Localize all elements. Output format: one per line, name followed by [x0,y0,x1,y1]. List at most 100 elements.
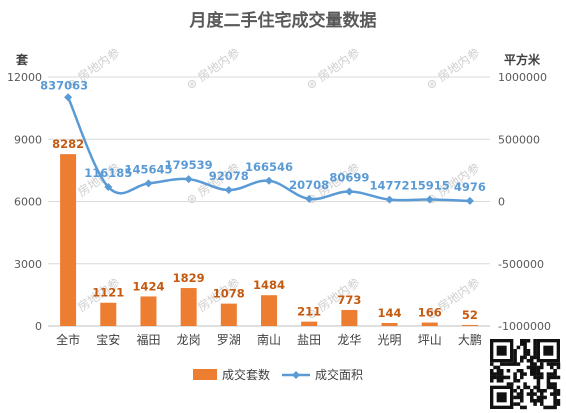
qr-module [553,399,557,403]
qr-module [523,349,527,353]
qr-module [543,389,547,393]
qr-module [550,382,554,386]
category-label: 福田 [136,332,160,347]
qr-module [520,369,524,373]
qr-module [536,365,541,370]
bar-series: 8282 1121 1424 1829 1078 1484 211 773 144 166 52 [52,137,478,326]
qr-module [533,372,537,376]
qr-module [520,399,524,403]
qr-module [556,365,561,370]
qr-module [496,375,501,380]
bar-value-label: 8282 [52,137,84,151]
qr-module [533,369,537,373]
right-tick-label: -1000000 [498,320,551,333]
qr-module [516,379,521,383]
category-label: 盐田 [297,333,321,347]
line-value-label: 15915 [410,179,450,193]
qr-module [533,365,537,370]
qr-module [536,369,541,373]
qr-module [490,369,494,373]
qr-module [546,405,551,410]
line-point [385,195,394,204]
qr-module [550,385,554,390]
qr-module [510,382,514,386]
qr-module [493,365,497,370]
legend-marker-line [292,371,300,379]
qr-module [556,402,561,406]
qr-module [523,339,527,343]
qr-module [516,392,521,396]
qr-module [553,395,557,400]
qr-module [516,362,521,366]
bar [60,154,77,326]
qr-module [550,392,554,396]
qr-module [536,375,541,380]
qr-module [503,375,507,380]
qr-module [526,339,531,343]
qr-module [513,389,517,393]
qr-module [530,365,534,370]
qr-module [553,362,557,366]
right-axis-ticks: -1000000 -500000 0 500000 1000000 [498,71,551,333]
category-label: 南山 [257,332,281,347]
qr-module [513,402,517,406]
category-label: 罗湖 [217,332,241,347]
qr-module [523,352,527,356]
qr-module [533,342,537,346]
qr-module [513,375,517,380]
qr-module [556,362,561,366]
qr-module [526,365,531,370]
line-value-label: 116185 [84,166,132,180]
qr-module [520,339,524,343]
qr-module [540,365,544,370]
category-label: 宝安 [96,332,120,347]
right-axis-unit: 平方米 [504,52,541,67]
line-point [425,195,434,204]
qr-module [506,362,511,366]
qr-module [513,352,517,356]
bar [220,303,237,326]
qr-module [546,385,551,390]
qr-module [503,362,507,366]
qr-module [546,362,551,366]
qr-module [550,362,554,366]
qr-module [526,349,531,353]
qr-module [516,345,521,350]
line-value-label: 80699 [329,170,369,184]
legend: 成交套数 成交面积 [193,367,363,382]
qr-module [520,405,524,410]
qr-module [540,372,544,376]
category-label: 坪山 [418,333,442,347]
qr-module [553,389,557,393]
qr-module [513,372,517,376]
line-point [64,93,73,102]
qr-module [520,392,524,396]
left-tick-label: 12000 [7,71,42,84]
qr-module [523,345,527,350]
qr-module [500,362,504,366]
category-labels: 全市 宝安 福田 龙岗 罗湖 南山 盐田 龙华 光明 坪山 大鹏 [56,332,482,347]
left-axis-unit: 套 [15,52,29,67]
qr-module [530,389,534,393]
qr-module [520,355,524,360]
qr-module [533,375,537,380]
qr-module [496,379,501,383]
qr-module [550,372,554,376]
qr-module [513,349,517,353]
qr-module [553,372,557,376]
qr-module [526,359,531,363]
left-tick-label: 3000 [14,258,42,271]
qr-module [513,362,517,366]
qr-module [523,382,527,386]
qr-module [533,402,537,406]
qr-module [520,375,524,380]
qr-module [553,402,557,406]
qr-module [523,385,527,390]
qr-module [520,389,524,393]
bar [140,296,157,326]
line-point [184,175,193,184]
qr-module [536,382,541,386]
qr-module [496,369,501,373]
qr-module [533,339,537,343]
